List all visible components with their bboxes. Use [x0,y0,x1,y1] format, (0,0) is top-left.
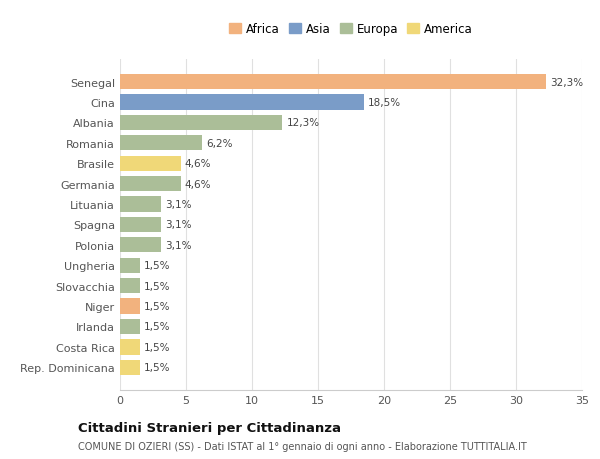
Bar [120,278,140,294]
Legend: Africa, Asia, Europa, America: Africa, Asia, Europa, America [226,19,476,39]
Bar [120,95,364,110]
Bar [120,136,202,151]
Text: 4,6%: 4,6% [185,179,211,189]
Bar [120,156,181,172]
Text: 3,1%: 3,1% [165,220,191,230]
Bar [120,319,140,335]
Text: COMUNE DI OZIERI (SS) - Dati ISTAT al 1° gennaio di ogni anno - Elaborazione TUT: COMUNE DI OZIERI (SS) - Dati ISTAT al 1°… [78,441,527,451]
Text: 3,1%: 3,1% [165,241,191,250]
Text: 1,5%: 1,5% [144,322,170,332]
Bar [120,115,283,131]
Bar [120,238,161,253]
Text: 1,5%: 1,5% [144,281,170,291]
Bar [120,258,140,273]
Bar [120,360,140,375]
Text: 1,5%: 1,5% [144,261,170,271]
Text: 1,5%: 1,5% [144,363,170,373]
Text: 6,2%: 6,2% [206,139,232,148]
Bar [120,340,140,355]
Bar [120,299,140,314]
Text: 4,6%: 4,6% [185,159,211,169]
Bar [120,197,161,212]
Text: Cittadini Stranieri per Cittadinanza: Cittadini Stranieri per Cittadinanza [78,421,341,434]
Text: 12,3%: 12,3% [286,118,319,128]
Bar [120,75,547,90]
Text: 1,5%: 1,5% [144,302,170,311]
Text: 1,5%: 1,5% [144,342,170,352]
Text: 32,3%: 32,3% [550,77,583,87]
Text: 18,5%: 18,5% [368,98,401,108]
Text: 3,1%: 3,1% [165,200,191,209]
Bar [120,177,181,192]
Bar [120,217,161,233]
